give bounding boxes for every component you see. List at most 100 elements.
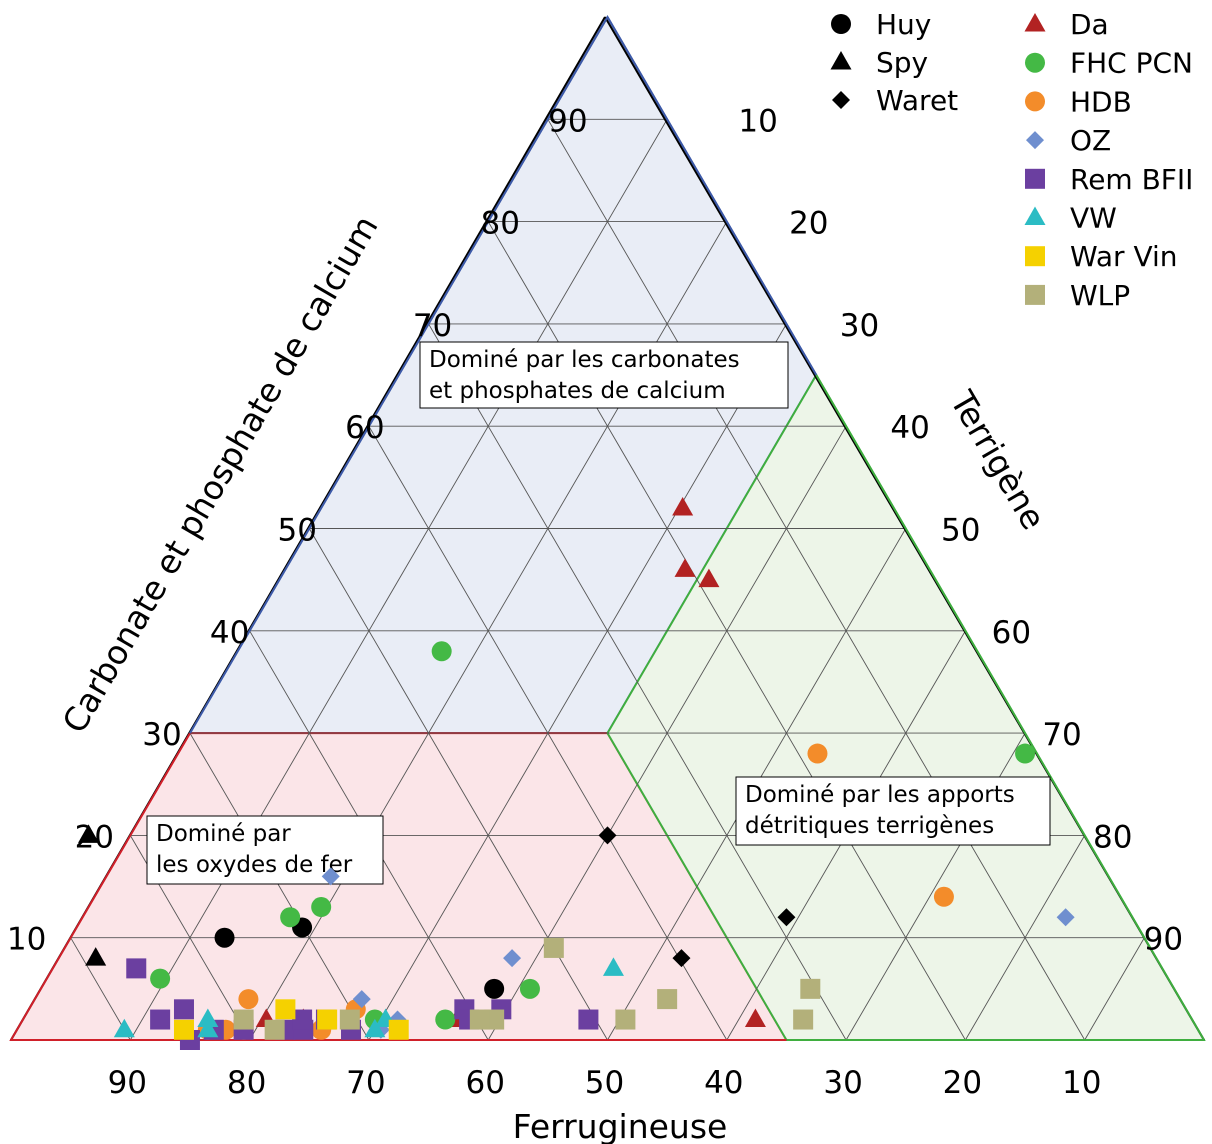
legend-marker-war-vin xyxy=(1025,246,1045,267)
region-label-iron: les oxydes de fer xyxy=(156,852,353,878)
edge-overlay-2 xyxy=(606,16,818,376)
edge-overlay-1 xyxy=(189,16,609,734)
legend-label: OZ xyxy=(1070,124,1111,157)
edge-overlay-3 xyxy=(815,374,1205,1041)
bottom-tick-label: 80 xyxy=(227,1065,266,1101)
bottom-tick-label: 30 xyxy=(823,1065,862,1101)
edge-overlay-0 xyxy=(10,732,191,1041)
point-oz xyxy=(1056,908,1075,927)
point-wlp xyxy=(657,989,678,1010)
point-fhc-pcn xyxy=(280,907,301,928)
right-tick-label: 70 xyxy=(1042,717,1081,753)
grid-ferrugineuse-10 xyxy=(547,119,1086,1041)
point-fhc-pcn xyxy=(519,978,540,999)
legend-marker-oz xyxy=(1026,131,1044,150)
bottom-tick-label: 50 xyxy=(585,1065,624,1101)
region-label-box-terrigenous xyxy=(735,776,1051,846)
point-fhc-pcn xyxy=(311,897,332,918)
point-wlp xyxy=(543,937,564,958)
grid-ferrugineuse-90 xyxy=(70,937,131,1041)
point-rem-bfii xyxy=(150,1009,171,1030)
point-waret xyxy=(672,949,691,968)
legend-marker-wlp xyxy=(1025,284,1045,305)
left-tick-label: 40 xyxy=(210,615,249,651)
point-oz xyxy=(321,867,340,886)
point-huy xyxy=(214,927,235,948)
right-tick-label: 20 xyxy=(789,206,828,242)
grid-ferrugineuse-30 xyxy=(428,323,847,1041)
point-da xyxy=(674,558,696,577)
data-points xyxy=(78,497,1075,1050)
left-tick-label: 80 xyxy=(480,206,519,242)
right-tick-label: 40 xyxy=(890,410,929,446)
region-label-box-carbonate xyxy=(419,341,789,409)
left-tick-label: 60 xyxy=(345,410,384,446)
region-label-terrigenous: détritiques terrigènes xyxy=(745,813,994,839)
point-hdb xyxy=(238,989,259,1010)
legend-label: VW xyxy=(1070,202,1117,235)
point-waret xyxy=(777,908,796,927)
point-da xyxy=(672,497,694,516)
point-rem-bfii xyxy=(578,1009,599,1030)
left-tick-label: 50 xyxy=(278,513,317,549)
point-huy xyxy=(484,978,505,999)
point-spy xyxy=(85,947,107,966)
point-vw xyxy=(602,957,624,976)
region-label-carbonate: et phosphates de calcium xyxy=(429,378,726,404)
point-fhc-pcn xyxy=(1015,743,1036,764)
right-tick-label: 80 xyxy=(1093,819,1132,855)
point-fhc-pcn xyxy=(150,968,171,989)
legend-label: Rem BFII xyxy=(1070,163,1193,196)
legend-label: WLP xyxy=(1070,279,1130,312)
point-fhc-pcn xyxy=(435,1009,456,1030)
triangle-outline xyxy=(10,16,1205,1041)
point-vw xyxy=(197,1018,219,1038)
point-waret xyxy=(598,826,617,845)
point-war-vin xyxy=(275,999,296,1020)
point-vw xyxy=(197,1008,219,1028)
left-tick-label: 90 xyxy=(548,103,587,139)
point-wlp xyxy=(800,978,821,999)
legend-label: Huy xyxy=(876,8,931,41)
point-hdb xyxy=(933,886,954,907)
point-vw xyxy=(113,1018,135,1038)
legend-marker-da xyxy=(1024,13,1046,32)
bottom-tick-label: 10 xyxy=(1062,1065,1101,1101)
point-spy xyxy=(78,824,100,843)
legend-marker-vw xyxy=(1024,206,1046,225)
bottom-tick-label: 60 xyxy=(465,1065,504,1101)
point-war-vin xyxy=(388,1019,409,1040)
grid-terrigene-10 xyxy=(129,119,668,1041)
left-tick-label: 10 xyxy=(7,922,46,958)
tick-labels: 9080706050403020101020304050607080901020… xyxy=(7,103,1183,1101)
legend-label: War Vin xyxy=(1070,240,1178,273)
bottom-tick-label: 40 xyxy=(704,1065,743,1101)
legend-marker-waret xyxy=(832,91,850,109)
point-oz xyxy=(388,1010,407,1029)
point-oz xyxy=(503,949,522,968)
point-hdb xyxy=(807,743,828,764)
grid-terrigene-80 xyxy=(965,835,1086,1041)
bottom-tick-label: 20 xyxy=(943,1065,982,1101)
bottom-tick-label: 90 xyxy=(108,1065,147,1101)
legend-label: Spy xyxy=(876,46,928,79)
legend-marker-spy xyxy=(830,51,852,70)
point-wlp xyxy=(339,1009,360,1030)
point-rem-bfii xyxy=(126,958,147,979)
right-tick-label: 50 xyxy=(941,513,980,549)
point-oz xyxy=(352,990,371,1009)
point-wlp xyxy=(469,1009,490,1030)
point-rem-bfii xyxy=(292,1009,313,1030)
left-tick-label: 30 xyxy=(142,717,181,753)
point-wlp xyxy=(615,1009,636,1030)
bottom-tick-label: 70 xyxy=(346,1065,385,1101)
left-tick-label: 70 xyxy=(413,308,452,344)
legend-label: HDB xyxy=(1070,85,1132,118)
legend-label: Waret xyxy=(876,84,958,117)
point-wlp xyxy=(793,1009,814,1030)
region-label-terrigenous: Dominé par les apports xyxy=(745,782,1015,808)
right-tick-label: 90 xyxy=(1144,922,1183,958)
region-label-box-iron xyxy=(146,815,384,885)
grid-terrigene-90 xyxy=(1084,937,1145,1041)
legend-marker-fhc-pcn xyxy=(1025,52,1045,73)
